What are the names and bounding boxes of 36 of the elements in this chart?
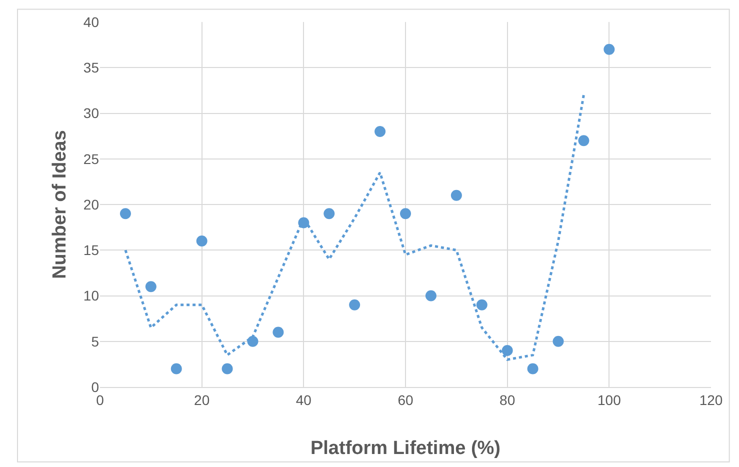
y-tick-label: 15 [83,242,100,258]
point [400,208,411,220]
point [604,44,615,55]
point [145,281,156,292]
x-tick-label: 40 [296,392,312,408]
y-tick-label: 40 [83,14,100,30]
point [120,208,131,220]
x-tick-label: 60 [398,392,414,408]
x-tick-label: 80 [500,392,516,408]
point [476,299,488,310]
y-tick-label: 25 [83,150,100,167]
x-tick-label: 20 [194,392,210,408]
point [222,363,233,374]
line-series [124,94,585,361]
point [425,290,436,302]
point [502,345,513,356]
point [552,336,564,347]
y-tick-label: 35 [83,60,100,76]
y-tick-label: 30 [83,105,100,122]
y-tick-label: 0 [91,378,100,395]
point [170,363,182,374]
point [578,135,590,146]
point [450,190,462,201]
point [374,126,386,137]
point [196,236,208,246]
point [349,299,360,310]
y-tick-label: 10 [83,288,100,304]
point [527,363,538,374]
y-tick-label: 5 [91,333,100,350]
y-axis-title: Number of Ideas [49,130,70,279]
y-tick-label: 20 [83,196,100,212]
point [324,208,335,220]
x-axis-title: Platform Lifetime (%) [310,438,501,459]
x-tick-label: 120 [699,392,723,408]
point [272,326,284,338]
x-tick-label: 100 [597,392,622,408]
